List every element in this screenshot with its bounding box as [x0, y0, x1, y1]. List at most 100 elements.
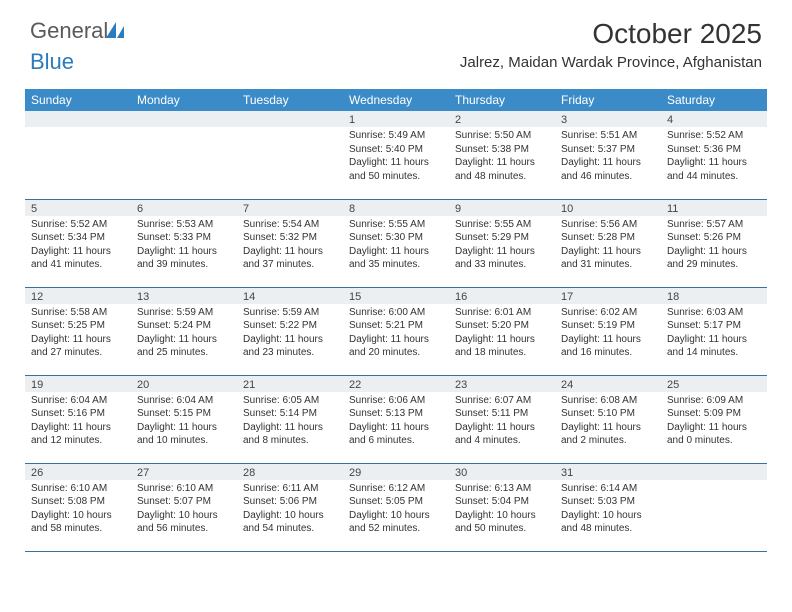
cell-line: Daylight: 11 hours	[31, 421, 125, 435]
cell-detail	[25, 127, 131, 187]
cell-line: Sunset: 5:03 PM	[561, 495, 655, 509]
cell-line: Sunset: 5:25 PM	[31, 319, 125, 333]
dayheader-friday: Friday	[555, 89, 661, 111]
cell-line: Daylight: 11 hours	[349, 421, 443, 435]
cell-line: Sunrise: 5:58 AM	[31, 306, 125, 320]
cell-line: Daylight: 10 hours	[137, 509, 231, 523]
calendar-cell: 1Sunrise: 5:49 AMSunset: 5:40 PMDaylight…	[343, 111, 449, 199]
cell-detail: Sunrise: 6:14 AMSunset: 5:03 PMDaylight:…	[555, 480, 661, 540]
cell-line: Daylight: 11 hours	[455, 245, 549, 259]
cell-line: Sunrise: 6:00 AM	[349, 306, 443, 320]
cell-line: Sunset: 5:29 PM	[455, 231, 549, 245]
day-number: 21	[237, 376, 343, 392]
cell-line: Sunrise: 6:03 AM	[667, 306, 761, 320]
cell-detail: Sunrise: 5:53 AMSunset: 5:33 PMDaylight:…	[131, 216, 237, 276]
cell-line: and 54 minutes.	[243, 522, 337, 536]
cell-line: Sunset: 5:32 PM	[243, 231, 337, 245]
cell-line: and 6 minutes.	[349, 434, 443, 448]
calendar-cell: 2Sunrise: 5:50 AMSunset: 5:38 PMDaylight…	[449, 111, 555, 199]
cell-line: and 27 minutes.	[31, 346, 125, 360]
cell-detail: Sunrise: 6:06 AMSunset: 5:13 PMDaylight:…	[343, 392, 449, 452]
calendar-cell: 25Sunrise: 6:09 AMSunset: 5:09 PMDayligh…	[661, 375, 767, 463]
cell-line: Sunrise: 6:11 AM	[243, 482, 337, 496]
day-number: 8	[343, 200, 449, 216]
dayheader-wednesday: Wednesday	[343, 89, 449, 111]
logo-sail-icon	[106, 22, 126, 43]
cell-line: Sunrise: 6:04 AM	[137, 394, 231, 408]
cell-line: and 41 minutes.	[31, 258, 125, 272]
calendar-cell	[131, 111, 237, 199]
cell-line: Daylight: 11 hours	[137, 245, 231, 259]
cell-line: and 18 minutes.	[455, 346, 549, 360]
day-number	[661, 464, 767, 480]
cell-line: Sunrise: 5:50 AM	[455, 129, 549, 143]
cell-line: Daylight: 10 hours	[243, 509, 337, 523]
cell-line: and 25 minutes.	[137, 346, 231, 360]
cell-detail: Sunrise: 6:13 AMSunset: 5:04 PMDaylight:…	[449, 480, 555, 540]
day-number: 16	[449, 288, 555, 304]
cell-detail: Sunrise: 5:55 AMSunset: 5:30 PMDaylight:…	[343, 216, 449, 276]
cell-line: Daylight: 11 hours	[667, 333, 761, 347]
cell-line: Sunrise: 6:04 AM	[31, 394, 125, 408]
calendar-cell: 28Sunrise: 6:11 AMSunset: 5:06 PMDayligh…	[237, 463, 343, 551]
title-block: October 2025 Jalrez, Maidan Wardak Provi…	[460, 18, 762, 71]
day-number: 29	[343, 464, 449, 480]
cell-line: and 58 minutes.	[31, 522, 125, 536]
calendar-cell	[25, 111, 131, 199]
calendar-cell: 26Sunrise: 6:10 AMSunset: 5:08 PMDayligh…	[25, 463, 131, 551]
calendar-cell: 17Sunrise: 6:02 AMSunset: 5:19 PMDayligh…	[555, 287, 661, 375]
cell-line: Sunset: 5:28 PM	[561, 231, 655, 245]
day-number: 2	[449, 111, 555, 127]
cell-line: Sunrise: 6:10 AM	[137, 482, 231, 496]
calendar-cell: 16Sunrise: 6:01 AMSunset: 5:20 PMDayligh…	[449, 287, 555, 375]
calendar-cell: 27Sunrise: 6:10 AMSunset: 5:07 PMDayligh…	[131, 463, 237, 551]
day-number: 26	[25, 464, 131, 480]
cell-line: Sunset: 5:17 PM	[667, 319, 761, 333]
cell-line: Sunrise: 5:57 AM	[667, 218, 761, 232]
cell-detail: Sunrise: 6:04 AMSunset: 5:15 PMDaylight:…	[131, 392, 237, 452]
cell-line: and 16 minutes.	[561, 346, 655, 360]
calendar-cell: 18Sunrise: 6:03 AMSunset: 5:17 PMDayligh…	[661, 287, 767, 375]
cell-line: Daylight: 10 hours	[31, 509, 125, 523]
cell-line: Daylight: 11 hours	[455, 333, 549, 347]
day-number: 13	[131, 288, 237, 304]
cell-line: Daylight: 11 hours	[349, 245, 443, 259]
cell-line: and 56 minutes.	[137, 522, 231, 536]
logo-text-blue: Blue	[30, 49, 74, 74]
cell-line: Sunset: 5:15 PM	[137, 407, 231, 421]
day-number: 3	[555, 111, 661, 127]
cell-line: Sunrise: 6:12 AM	[349, 482, 443, 496]
cell-line: and 35 minutes.	[349, 258, 443, 272]
day-number	[25, 111, 131, 127]
calendar-cell: 9Sunrise: 5:55 AMSunset: 5:29 PMDaylight…	[449, 199, 555, 287]
cell-line: Sunrise: 5:49 AM	[349, 129, 443, 143]
calendar-cell: 8Sunrise: 5:55 AMSunset: 5:30 PMDaylight…	[343, 199, 449, 287]
cell-line: Sunset: 5:38 PM	[455, 143, 549, 157]
calendar-cell: 30Sunrise: 6:13 AMSunset: 5:04 PMDayligh…	[449, 463, 555, 551]
cell-detail: Sunrise: 6:10 AMSunset: 5:07 PMDaylight:…	[131, 480, 237, 540]
cell-line: and 33 minutes.	[455, 258, 549, 272]
cell-detail: Sunrise: 5:52 AMSunset: 5:34 PMDaylight:…	[25, 216, 131, 276]
cell-line: and 10 minutes.	[137, 434, 231, 448]
day-number	[237, 111, 343, 127]
cell-detail: Sunrise: 5:51 AMSunset: 5:37 PMDaylight:…	[555, 127, 661, 187]
cell-line: Sunrise: 6:01 AM	[455, 306, 549, 320]
cell-line: Sunset: 5:07 PM	[137, 495, 231, 509]
cell-line: and 2 minutes.	[561, 434, 655, 448]
cell-line: Sunset: 5:33 PM	[137, 231, 231, 245]
cell-line: Daylight: 10 hours	[349, 509, 443, 523]
dayheader-thursday: Thursday	[449, 89, 555, 111]
cell-line: Sunrise: 5:53 AM	[137, 218, 231, 232]
calendar-cell: 6Sunrise: 5:53 AMSunset: 5:33 PMDaylight…	[131, 199, 237, 287]
cell-line: and 46 minutes.	[561, 170, 655, 184]
calendar-cell: 13Sunrise: 5:59 AMSunset: 5:24 PMDayligh…	[131, 287, 237, 375]
cell-line: Daylight: 10 hours	[561, 509, 655, 523]
calendar-table: Sunday Monday Tuesday Wednesday Thursday…	[25, 89, 767, 552]
cell-line: Sunrise: 6:10 AM	[31, 482, 125, 496]
cell-line: Daylight: 11 hours	[455, 421, 549, 435]
cell-line: and 48 minutes.	[455, 170, 549, 184]
cell-detail: Sunrise: 5:50 AMSunset: 5:38 PMDaylight:…	[449, 127, 555, 187]
calendar-cell: 20Sunrise: 6:04 AMSunset: 5:15 PMDayligh…	[131, 375, 237, 463]
day-number: 11	[661, 200, 767, 216]
cell-line: and 50 minutes.	[455, 522, 549, 536]
